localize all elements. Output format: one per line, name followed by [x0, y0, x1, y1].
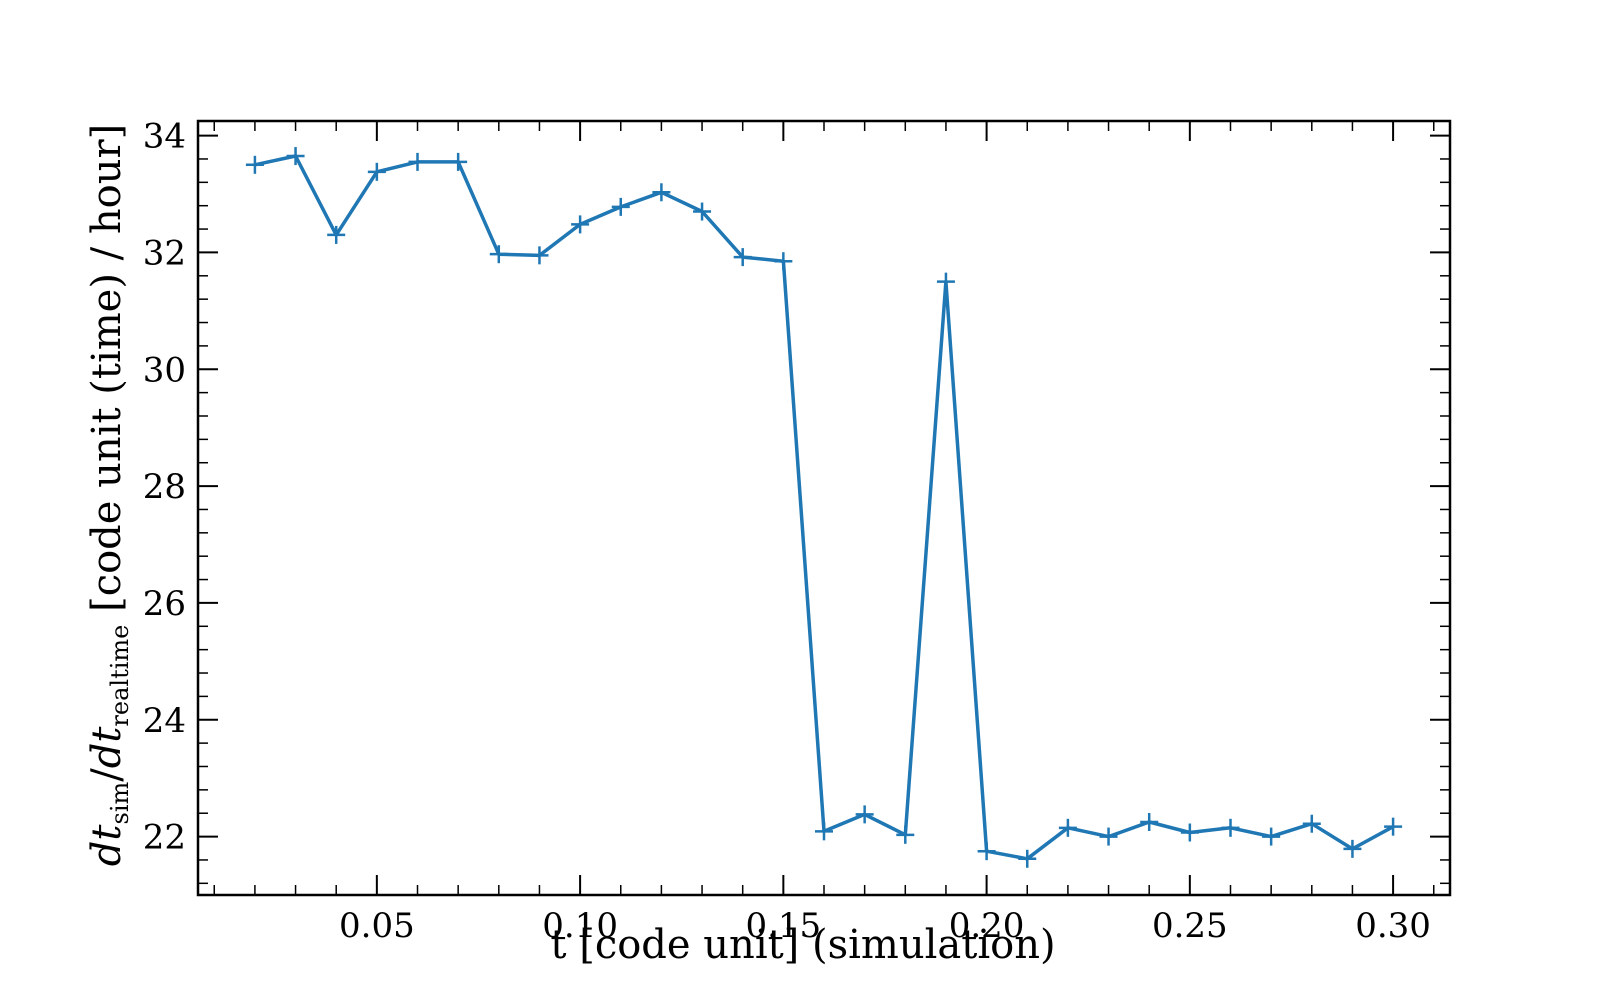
data-point — [489, 245, 508, 264]
x-axis-label: t [code unit] (simulation) — [550, 922, 1055, 968]
data-point — [733, 248, 752, 267]
data-point — [1262, 827, 1281, 846]
data-point — [1180, 823, 1199, 842]
data-point — [1099, 827, 1118, 846]
data-point — [408, 152, 427, 171]
data-point — [449, 152, 468, 171]
x-tick-label: 0.25 — [1152, 906, 1228, 946]
data-point — [1140, 812, 1159, 831]
x-tick-label: 0.05 — [339, 906, 415, 946]
y-tick-label: 24 — [143, 701, 186, 741]
data-point — [1343, 839, 1362, 858]
data-point — [571, 215, 590, 234]
data-point — [245, 155, 264, 174]
y-label-dt2: dt — [84, 726, 130, 769]
y-label-dt1: dt — [84, 824, 130, 867]
y-tick-label: 32 — [143, 233, 186, 273]
y-label-unit: [code unit (time) / hour] — [84, 124, 130, 625]
data-point — [327, 225, 346, 244]
data-point — [936, 272, 955, 291]
data-point — [1018, 849, 1037, 868]
x-tick-label: 0.30 — [1355, 906, 1431, 946]
data-markers — [245, 147, 1403, 868]
svg-text:dtsim/dtrealtime [code unit (t: dtsim/dtrealtime [code unit (time) / hou… — [84, 124, 134, 866]
x-tick-label: 0.15 — [745, 906, 821, 946]
data-point — [977, 842, 996, 861]
series-line — [254, 154, 1394, 861]
data-point — [1384, 817, 1403, 836]
data-point — [693, 202, 712, 221]
data-point — [652, 183, 671, 202]
y-axis-label: dtsim/dtrealtime [code unit (time) / hou… — [84, 124, 134, 866]
y-tick-label: 34 — [143, 117, 186, 157]
tick-labels: 0.05 0.10 0.15 0.20 0.25 0.30 22 24 26 28 30 32 34 — [143, 117, 1431, 946]
data-point — [611, 197, 630, 216]
data-point — [896, 825, 915, 844]
data-point — [1058, 818, 1077, 837]
x-tick-label: 0.10 — [542, 906, 618, 946]
data-point — [286, 147, 305, 166]
data-point — [855, 805, 874, 824]
x-tick-label: 0.20 — [949, 906, 1025, 946]
data-point — [815, 822, 833, 841]
data-point — [774, 252, 793, 271]
y-label-slash: / — [84, 768, 130, 782]
y-label-sub-sim: sim — [106, 782, 134, 825]
plot-frame — [196, 119, 1452, 897]
data-point — [1302, 814, 1321, 833]
y-tick-label: 30 — [143, 350, 186, 390]
y-label-sub-realtime: realtime — [106, 625, 134, 727]
data-point — [367, 162, 386, 181]
major-ticks — [198, 121, 1450, 895]
data-point — [530, 246, 549, 265]
data-point — [1221, 818, 1240, 837]
y-tick-label: 22 — [143, 818, 186, 858]
minor-ticks — [198, 121, 1450, 895]
y-tick-label: 26 — [143, 584, 186, 624]
y-tick-label: 28 — [143, 467, 186, 507]
